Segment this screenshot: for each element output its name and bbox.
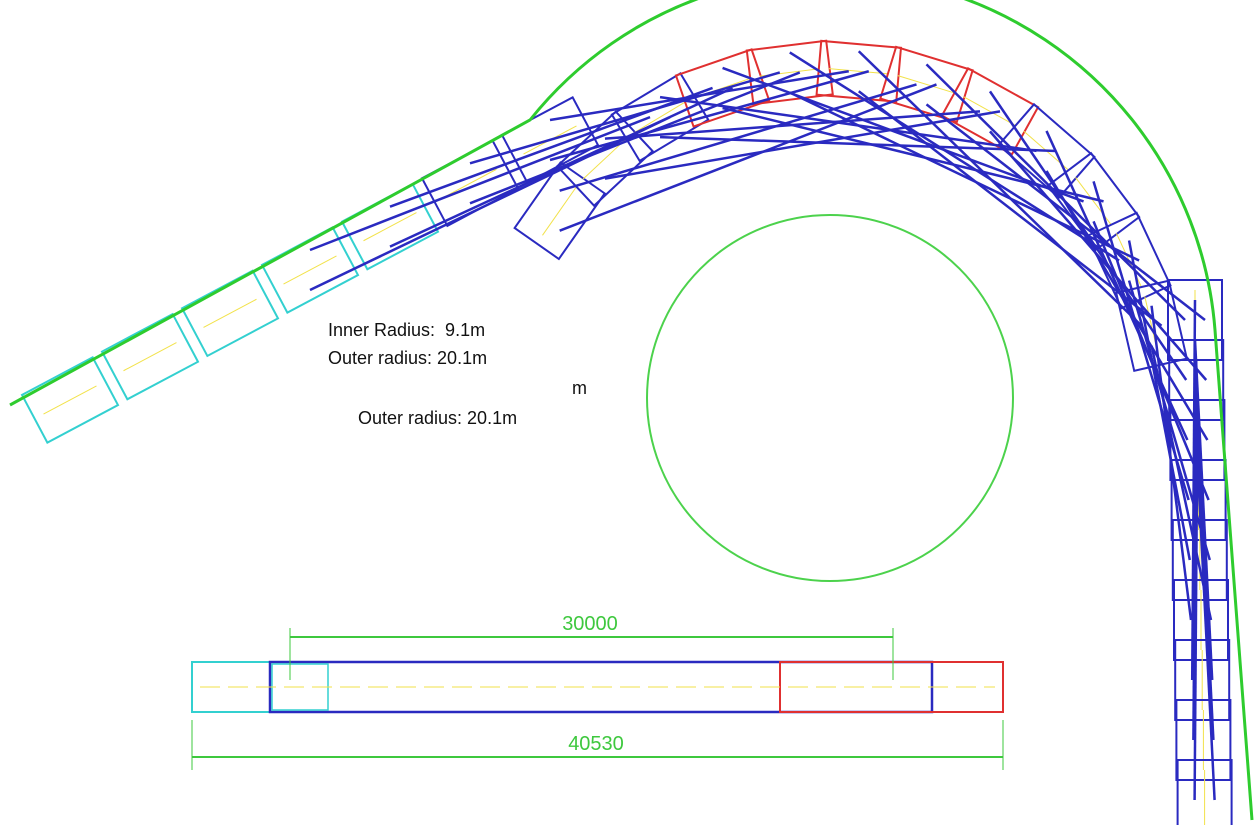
vehicle-plan: 30000 40530 <box>192 613 1003 770</box>
trailer-sweep <box>470 72 800 203</box>
trailer-sweep <box>990 91 1186 380</box>
trailer-sweep <box>790 52 1119 260</box>
trailer-sweep <box>310 117 650 250</box>
axle-mark <box>124 343 177 371</box>
dimension-label: 30000 <box>562 613 618 635</box>
trailer-sweep <box>1046 131 1187 440</box>
inner-circle <box>647 215 1013 581</box>
axle-mark <box>204 299 257 327</box>
trailer-sweep <box>470 72 780 163</box>
axle-mark <box>44 386 97 414</box>
outer-radius-label: Outer radius: 20.1m <box>328 348 487 368</box>
outer-radius-overlay: Outer radius: 20.1m <box>358 408 517 428</box>
trailer-sweep <box>859 51 1142 326</box>
trailer-sweep <box>1196 400 1213 740</box>
trailer-sweep <box>926 104 1205 320</box>
swept-path <box>22 41 1232 825</box>
dimension-label: 40530 <box>568 733 624 755</box>
inner-radius-label: Inner Radius: 9.1m <box>328 320 485 340</box>
trailer-sweep <box>1197 460 1214 800</box>
trailer-sweep <box>859 91 1162 326</box>
axle-mark <box>542 186 576 235</box>
diagram: Inner Radius: 9.1m Outer radius: 20.1m m… <box>0 0 1258 825</box>
trailer-sweep <box>723 108 1104 201</box>
overlay-fragment: m <box>572 378 587 398</box>
trailer-sweep <box>926 64 1185 320</box>
outer-envelope <box>10 0 1252 820</box>
